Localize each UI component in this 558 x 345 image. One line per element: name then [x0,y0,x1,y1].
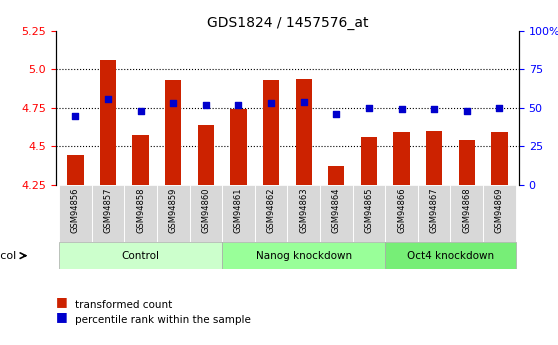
Point [104,96,113,101]
Bar [222,185,255,242]
Point [397,107,406,112]
Point [201,102,210,108]
Point [495,105,504,111]
Point [364,105,373,111]
Text: GSM94865: GSM94865 [364,188,373,233]
Bar [124,185,157,242]
Point [267,100,276,106]
Bar [459,140,475,185]
Point [332,111,341,117]
Bar [353,185,385,242]
Text: percentile rank within the sample: percentile rank within the sample [75,315,251,325]
Bar [491,132,508,185]
Text: GSM94859: GSM94859 [169,188,177,233]
Point [430,107,439,112]
Bar [255,185,287,242]
Bar [157,185,190,242]
Text: protocol: protocol [0,251,16,261]
Text: GSM94860: GSM94860 [201,188,210,233]
Bar [198,125,214,185]
Bar [361,137,377,185]
Text: Nanog knockdown: Nanog knockdown [256,251,352,261]
Point [136,108,145,114]
Title: GDS1824 / 1457576_at: GDS1824 / 1457576_at [206,16,368,30]
Text: ■: ■ [56,310,68,323]
Bar [328,166,344,185]
Text: GSM94869: GSM94869 [495,188,504,233]
Bar [287,185,320,242]
Bar [393,132,410,185]
Bar [132,136,149,185]
Text: GSM94862: GSM94862 [267,188,276,233]
Text: GSM94864: GSM94864 [332,188,341,233]
Bar [483,185,516,242]
Point [169,100,177,106]
Text: Control: Control [122,251,160,261]
Bar [67,156,84,185]
Bar [450,185,483,242]
Bar [296,79,312,185]
Bar [230,109,247,185]
Text: GSM94858: GSM94858 [136,188,145,233]
Bar [165,80,181,185]
Text: GSM94861: GSM94861 [234,188,243,233]
Point [71,113,80,118]
Bar [59,185,92,242]
Bar [418,185,450,242]
Text: transformed count: transformed count [75,300,172,310]
Bar [222,242,385,269]
Bar [92,185,124,242]
Point [462,108,471,114]
Text: Oct4 knockdown: Oct4 knockdown [407,251,494,261]
Text: GSM94857: GSM94857 [103,188,113,233]
Bar [59,242,222,269]
Text: GSM94856: GSM94856 [71,188,80,233]
Bar [426,131,442,185]
Bar [263,80,279,185]
Text: GSM94867: GSM94867 [430,188,439,233]
Text: GSM94863: GSM94863 [299,188,308,233]
Bar [385,185,418,242]
Point [234,102,243,108]
Text: ■: ■ [56,295,68,308]
Point [299,99,308,105]
Bar [320,185,353,242]
Bar [100,60,116,185]
Text: GSM94868: GSM94868 [462,188,472,233]
Bar [190,185,222,242]
Text: GSM94866: GSM94866 [397,188,406,233]
Bar [385,242,516,269]
